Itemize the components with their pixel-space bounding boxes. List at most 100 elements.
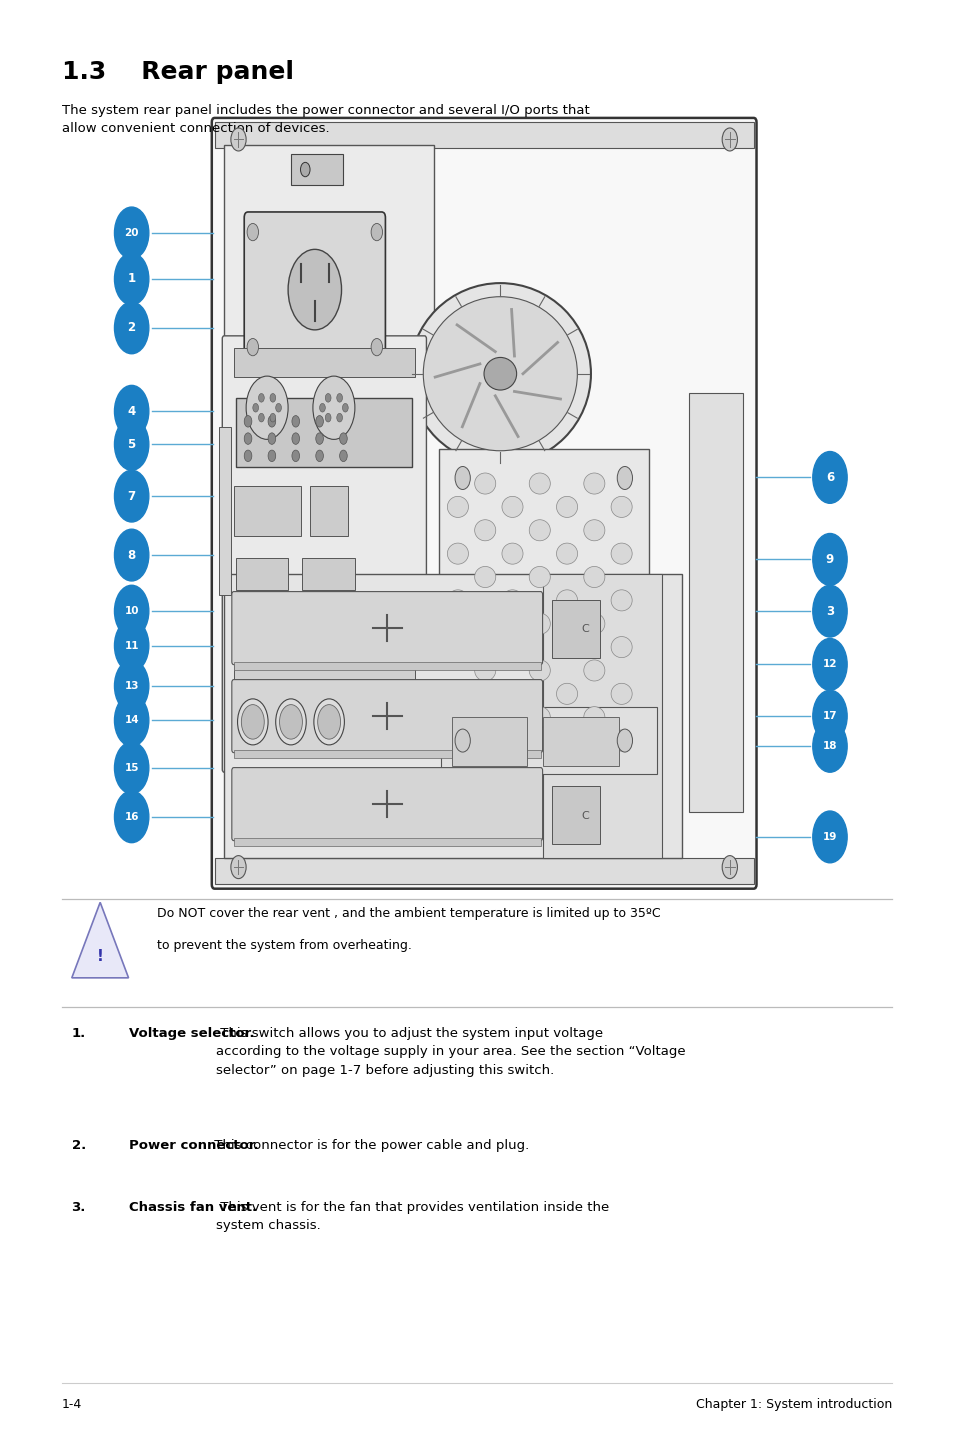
Circle shape — [455, 729, 470, 752]
Ellipse shape — [475, 613, 496, 634]
Ellipse shape — [529, 660, 550, 682]
Ellipse shape — [583, 660, 604, 682]
Text: This vent is for the fan that provides ventilation inside the
system chassis.: This vent is for the fan that provides v… — [215, 1201, 608, 1232]
FancyBboxPatch shape — [232, 768, 542, 841]
Circle shape — [268, 450, 275, 462]
Circle shape — [270, 413, 275, 421]
Polygon shape — [71, 903, 129, 978]
Circle shape — [247, 223, 258, 240]
Text: 16: 16 — [124, 812, 139, 821]
Circle shape — [114, 742, 149, 794]
Circle shape — [114, 470, 149, 522]
FancyBboxPatch shape — [452, 716, 527, 766]
Circle shape — [114, 585, 149, 637]
Circle shape — [114, 302, 149, 354]
Circle shape — [114, 529, 149, 581]
Circle shape — [721, 128, 737, 151]
Text: 2.: 2. — [71, 1139, 86, 1152]
Text: 2: 2 — [128, 321, 135, 335]
Circle shape — [336, 413, 342, 421]
Text: C: C — [581, 624, 589, 634]
Ellipse shape — [501, 496, 522, 518]
Circle shape — [339, 450, 347, 462]
Ellipse shape — [501, 731, 522, 751]
Ellipse shape — [556, 683, 577, 705]
Circle shape — [315, 433, 323, 444]
FancyBboxPatch shape — [233, 486, 300, 536]
Ellipse shape — [583, 473, 604, 495]
FancyBboxPatch shape — [302, 598, 355, 630]
Circle shape — [253, 404, 258, 413]
Circle shape — [325, 394, 331, 403]
Circle shape — [319, 404, 325, 413]
Text: 7: 7 — [128, 489, 135, 503]
Circle shape — [244, 450, 252, 462]
Circle shape — [114, 253, 149, 305]
Circle shape — [721, 856, 737, 879]
Ellipse shape — [611, 496, 632, 518]
FancyBboxPatch shape — [438, 449, 648, 769]
Ellipse shape — [501, 590, 522, 611]
Circle shape — [247, 338, 258, 355]
FancyBboxPatch shape — [233, 838, 540, 847]
Circle shape — [275, 699, 306, 745]
Circle shape — [812, 638, 846, 690]
Ellipse shape — [447, 590, 468, 611]
Text: 1-4: 1-4 — [62, 1398, 82, 1411]
FancyBboxPatch shape — [542, 574, 661, 858]
Circle shape — [268, 433, 275, 444]
Circle shape — [812, 690, 846, 742]
Ellipse shape — [475, 706, 496, 728]
FancyBboxPatch shape — [440, 707, 656, 774]
Circle shape — [617, 729, 632, 752]
Ellipse shape — [475, 567, 496, 588]
Circle shape — [314, 699, 344, 745]
FancyBboxPatch shape — [302, 558, 355, 590]
Ellipse shape — [611, 731, 632, 751]
Text: 19: 19 — [821, 833, 837, 841]
Circle shape — [371, 223, 382, 240]
Ellipse shape — [483, 358, 517, 390]
FancyBboxPatch shape — [688, 393, 742, 812]
Text: The system rear panel includes the power connector and several I/O ports that
al: The system rear panel includes the power… — [62, 104, 589, 135]
Ellipse shape — [611, 544, 632, 564]
Circle shape — [246, 377, 288, 440]
Circle shape — [315, 416, 323, 427]
FancyBboxPatch shape — [219, 427, 231, 595]
Circle shape — [114, 418, 149, 470]
Ellipse shape — [583, 706, 604, 728]
Text: Power connector.: Power connector. — [129, 1139, 258, 1152]
Circle shape — [279, 705, 302, 739]
FancyBboxPatch shape — [235, 398, 412, 467]
Circle shape — [258, 413, 264, 421]
Circle shape — [339, 433, 347, 444]
Text: 3.: 3. — [71, 1201, 86, 1214]
Ellipse shape — [529, 706, 550, 728]
Circle shape — [114, 385, 149, 437]
Ellipse shape — [501, 683, 522, 705]
Circle shape — [237, 699, 268, 745]
Circle shape — [812, 452, 846, 503]
Ellipse shape — [556, 731, 577, 751]
Circle shape — [268, 416, 275, 427]
Text: 20: 20 — [124, 229, 139, 237]
FancyBboxPatch shape — [214, 858, 753, 884]
Ellipse shape — [475, 519, 496, 541]
FancyBboxPatch shape — [232, 680, 542, 752]
Text: Voltage selector.: Voltage selector. — [129, 1027, 254, 1040]
Circle shape — [270, 394, 275, 403]
Text: Chassis fan vent.: Chassis fan vent. — [129, 1201, 256, 1214]
Text: 1.3    Rear panel: 1.3 Rear panel — [62, 60, 294, 85]
FancyBboxPatch shape — [224, 145, 434, 411]
Text: 1: 1 — [128, 272, 135, 286]
Text: 15: 15 — [124, 764, 139, 772]
Circle shape — [617, 466, 632, 489]
FancyBboxPatch shape — [244, 211, 385, 367]
Text: !: ! — [96, 949, 104, 965]
Ellipse shape — [501, 637, 522, 657]
Circle shape — [258, 394, 264, 403]
Text: 9: 9 — [825, 552, 833, 567]
Text: This switch allows you to adjust the system input voltage
according to the volta: This switch allows you to adjust the sys… — [215, 1027, 684, 1077]
Circle shape — [812, 811, 846, 863]
Text: 18: 18 — [821, 742, 837, 751]
